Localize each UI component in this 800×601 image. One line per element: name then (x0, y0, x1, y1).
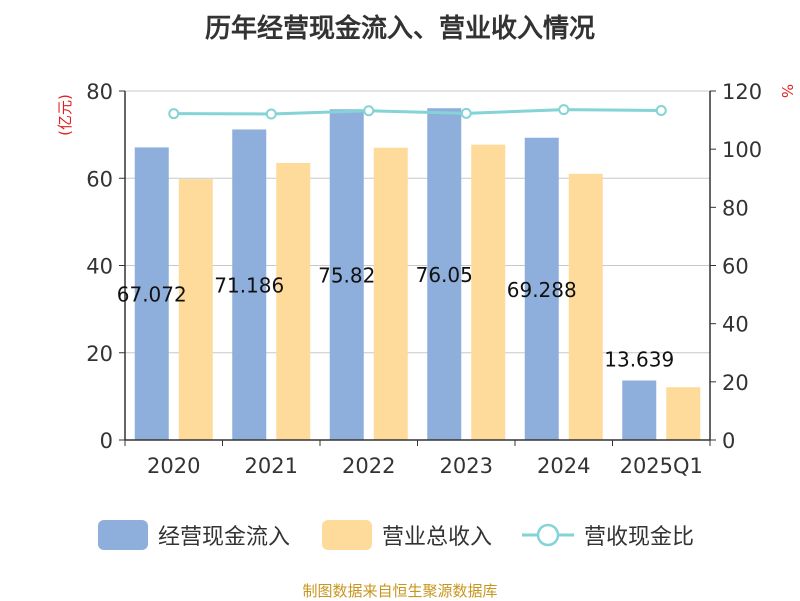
bar (471, 144, 506, 440)
bar (524, 137, 559, 441)
ratio-point (655, 104, 667, 116)
bar (134, 147, 169, 440)
right-tick-label: 100 (722, 138, 762, 162)
right-tick-label: 60 (722, 255, 749, 279)
legend-label-cash-inflow: 经营现金流入 (158, 525, 290, 550)
ratio-point (363, 105, 375, 117)
bar (427, 108, 462, 440)
right-tick-label: 120 (722, 80, 762, 104)
bar (622, 380, 657, 440)
bar (232, 129, 267, 440)
legend-label-revenue: 营业总收入 (382, 525, 492, 550)
ratio-line (173, 108, 662, 116)
legend-label-ratio: 营收现金比 (584, 525, 694, 550)
x-tick-label: 2021 (245, 454, 298, 478)
legend: 经营现金流入 营业总收入 营收现金比 (98, 520, 694, 550)
axes: 0 20 40 60 80 0 20 40 60 80 100 120 (亿元)% 2020 2021 202… (56, 80, 796, 478)
legend-swatch-cash-inflow (98, 520, 148, 550)
data-labels: 67.072 71.186 75.82 76.05 69.288 13.639 (117, 263, 674, 371)
source-note: 制图数据来自恒生聚源数据库 (302, 582, 498, 600)
right-tick-label: 40 (722, 313, 749, 337)
bar (373, 147, 408, 440)
bar (178, 179, 213, 440)
data-label: 69.288 (507, 278, 577, 302)
data-label: 76.05 (416, 263, 473, 287)
ratio-point (558, 104, 570, 116)
left-unit-label: (亿元) (56, 94, 74, 136)
bar (568, 173, 603, 440)
bar (276, 162, 311, 440)
left-tick-label: 0 (100, 429, 113, 453)
legend-marker-ratio (536, 523, 560, 547)
left-tick-label: 80 (86, 80, 113, 104)
ratio-point (265, 108, 277, 120)
series-cash-inflow-bars (134, 108, 657, 441)
left-tick-label: 40 (86, 255, 113, 279)
right-tick-label: 0 (722, 429, 735, 453)
series-revenue-bars (178, 144, 701, 440)
right-tick-label: 80 (722, 196, 749, 220)
data-label: 71.186 (214, 274, 284, 298)
data-label: 67.072 (117, 283, 187, 307)
ratio-point (460, 107, 472, 119)
left-tick-label: 60 (86, 167, 113, 191)
x-tick-label: 2025Q1 (620, 454, 703, 478)
series-ratio-line (168, 104, 667, 120)
x-tick-label: 2024 (537, 454, 590, 478)
legend-swatch-revenue (322, 520, 372, 550)
right-unit-label: % (778, 84, 796, 98)
x-tick-label: 2022 (342, 454, 395, 478)
data-label: 13.639 (604, 347, 674, 371)
x-tick-label: 2020 (147, 454, 200, 478)
data-label: 75.82 (318, 264, 375, 288)
chart-title: 历年经营现金流入、营业收入情况 (204, 14, 595, 44)
right-tick-label: 20 (722, 371, 749, 395)
bar (666, 387, 701, 440)
ratio-point (168, 108, 180, 120)
bar (329, 109, 364, 440)
x-tick-label: 2023 (440, 454, 493, 478)
gridlines (125, 90, 710, 354)
left-tick-label: 20 (86, 342, 113, 366)
